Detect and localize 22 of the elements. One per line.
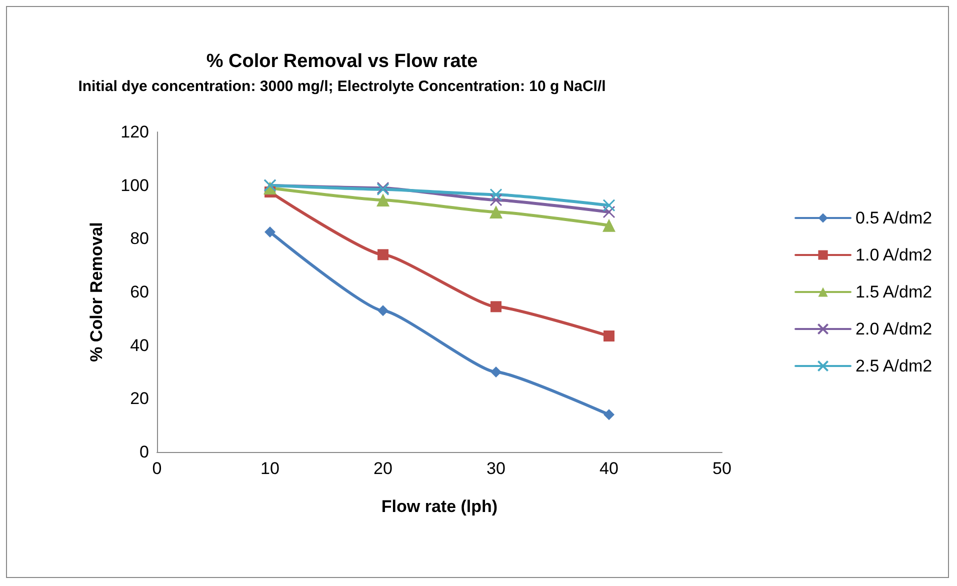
x-axis-title: Flow rate (lph) [381, 497, 498, 516]
y-tick-label: 40 [130, 336, 149, 355]
x-tick-label: 20 [374, 459, 392, 478]
x-tick-label: 50 [712, 459, 732, 478]
legend-label: 1.0 A/dm2 [856, 246, 932, 264]
legend-label: 1.5 A/dm2 [856, 282, 932, 302]
x-tick-label: 10 [260, 459, 280, 478]
y-tick-label: 20 [130, 389, 149, 408]
x-tick-label: 40 [600, 459, 618, 478]
legend-label: 0.5 A/dm2 [856, 208, 932, 228]
y-tick-label: 80 [130, 229, 149, 248]
y-tick-label: 0 [140, 442, 149, 462]
y-tick-label: 100 [120, 176, 149, 195]
y-tick-label: 60 [130, 282, 149, 302]
x-tick-label: 0 [152, 459, 162, 478]
chart-title: % Color Removal vs Flow rate [206, 51, 478, 72]
legend-label: 2.0 A/dm2 [856, 320, 932, 338]
y-tick-label: 120 [120, 122, 149, 142]
x-tick-label: 30 [486, 459, 506, 478]
y-axis-title: % Color Removal [87, 222, 106, 362]
chart-subtitle: Initial dye concentration: 3000 mg/l; Electrolyte Concentration: 10 g NaCl/l [78, 78, 606, 95]
legend-label: 2.5 A/dm2 [856, 356, 932, 376]
